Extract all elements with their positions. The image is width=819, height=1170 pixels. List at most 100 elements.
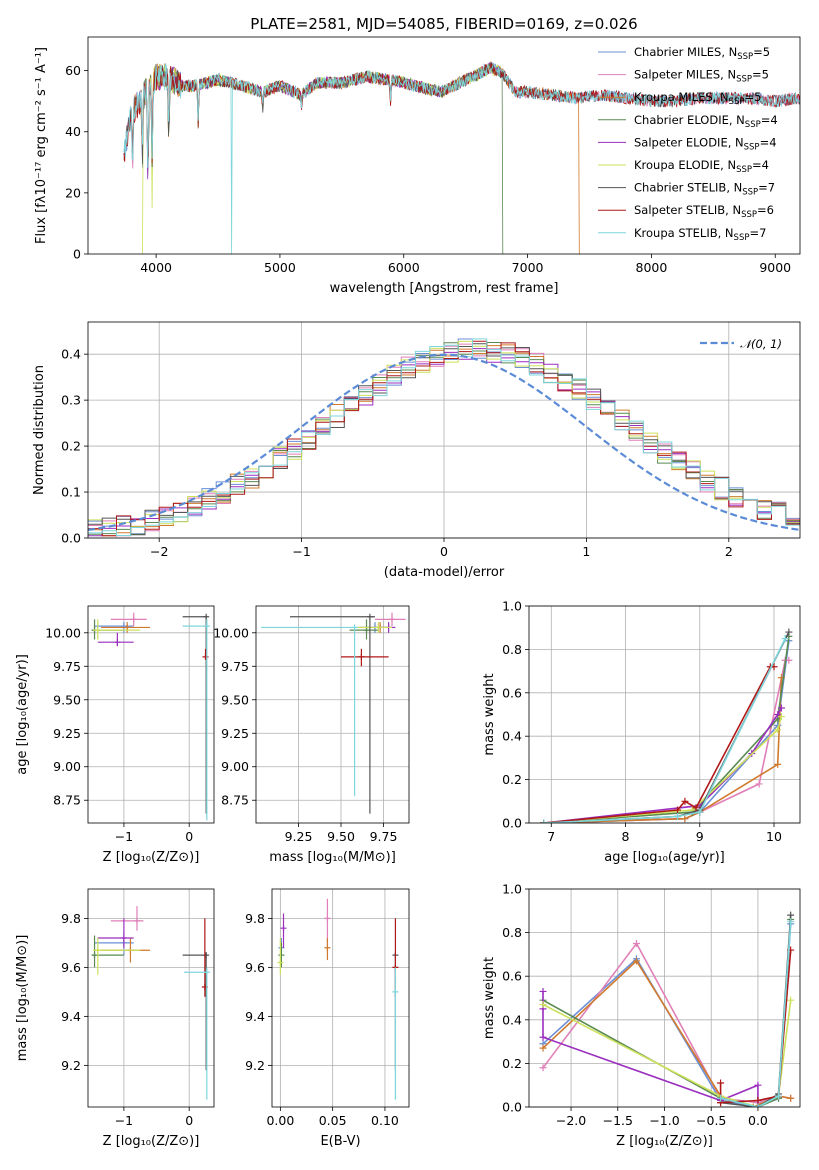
x-tick-label: −1.0: [649, 1113, 679, 1128]
point-marker: [324, 944, 331, 951]
weight-marker-salp_stelib: [681, 797, 689, 805]
y-tick-label: 0.4: [502, 1012, 522, 1027]
y-tick: 9.50: [53, 692, 88, 707]
point-marker: [203, 952, 210, 959]
spectrum-line-krou_stelib: [123, 62, 800, 254]
y-tick: 1.0: [502, 599, 529, 614]
x-tick: −0.5: [696, 1107, 726, 1128]
weight-marker-salp_elodie: [777, 704, 785, 712]
weight-marker-salp_stelib: [692, 804, 700, 812]
x-tick: 5000: [264, 254, 296, 275]
plot-area: [539, 911, 795, 1107]
y-tick-label: 9.8: [245, 911, 265, 926]
point-marker: [392, 988, 399, 995]
y-tick-label: 10.00: [45, 625, 81, 640]
plot-area: [261, 612, 406, 814]
y-tick: 0.8: [502, 925, 529, 940]
figure-title: PLATE=2581, MJD=54085, FIBERID=0169, z=0…: [250, 15, 637, 33]
point-marker: [124, 624, 131, 631]
residual-hist-salp_stelib: [88, 340, 800, 537]
point-marker: [278, 952, 285, 959]
point-chab_stelib: [182, 613, 210, 814]
point-marker: [114, 639, 121, 646]
x-tick: −2: [150, 538, 168, 559]
point-marker: [363, 627, 370, 634]
x-tick-label: −1: [115, 829, 133, 844]
y-tick-label: 1.0: [502, 882, 522, 897]
axes-frame: [271, 888, 410, 1108]
residual-hist-krou_stelib: [88, 338, 800, 536]
x-tick-label: 4000: [140, 260, 172, 275]
x-axis-label: (data-model)/error: [384, 565, 505, 580]
legend-label-n: =7: [749, 226, 766, 240]
legend-label-salp_miles: Salpeter MILES, NSSP=5: [634, 68, 769, 85]
y-tick: 9.8: [61, 911, 88, 926]
legend-label-name: Salpeter ELODIE, N: [634, 135, 744, 149]
point-salp_elodie: [97, 918, 134, 948]
weight-line-chab_stelib: [543, 631, 790, 823]
y-tick-label: 0.8: [502, 925, 522, 940]
weight-line-krou_stelib: [543, 638, 786, 823]
legend-label-name: Chabrier ELODIE, N: [634, 113, 745, 127]
weight-marker-krou_stelib: [540, 819, 548, 823]
y-tick-label: 0.2: [502, 1056, 522, 1071]
y-tick: 0.0: [502, 816, 529, 831]
y-tick: 9.4: [61, 1009, 88, 1024]
y-tick-label: 0.0: [502, 816, 522, 831]
y-tick-label: 0.4: [61, 347, 81, 362]
y-tick: 9.00: [53, 759, 88, 774]
legend-label-sub: SSP: [734, 233, 750, 243]
residual-hist-chab_stelib: [88, 343, 800, 536]
legend-label-n: =4: [761, 113, 778, 127]
weight-marker-salp_miles: [785, 656, 793, 664]
x-tick-label: 9.75: [370, 829, 398, 844]
weight-line-chab_elodie: [543, 636, 790, 823]
y-tick-label: 0.2: [61, 439, 81, 454]
weight-marker-salp_elodie: [774, 711, 782, 718]
x-axis-label: Z [log₁₀(Z/Z⊙)]: [103, 1134, 200, 1149]
plot-area: [91, 906, 210, 1100]
y-tick: 0.4: [502, 1012, 529, 1027]
y-axis-label: mass weight: [482, 673, 497, 755]
x-tick: 0: [185, 823, 193, 844]
plot-area: [540, 628, 793, 823]
x-tick-label: −2.0: [556, 1113, 586, 1128]
mass-vs-ebv-panel: 0.00 0.05 0.10 9.2 9.4 9.6 9.8 E(B-V): [245, 888, 410, 1149]
y-tick-label: 0.2: [502, 772, 522, 787]
gaussian-reference-curve: [88, 353, 800, 531]
point-salp_stelib: [202, 648, 209, 660]
legend-label-n: =6: [757, 203, 774, 217]
weight-line-salp_elodie: [542, 991, 759, 1107]
point-krou_stelib: [183, 967, 210, 1100]
x-tick: 8000: [636, 254, 667, 275]
y-tick-label: 40: [65, 124, 81, 139]
weight-line-chab_miles: [542, 923, 792, 1107]
age-vs-mass-panel: 9.25 9.50 9.75 8.75 9.00 9.25 9.50 9.75 10.00 mas…: [213, 605, 410, 865]
legend-label-n: =4: [752, 158, 769, 172]
mass-weight-vs-age-panel: 7 8 9 10 0.0 0.2 0.4 0.6 0.8 1.0 age [log₁₀(age/yr…: [482, 599, 801, 865]
point-marker: [203, 969, 210, 976]
weight-line-krou_stelib: [720, 921, 792, 1107]
y-tick: 9.00: [221, 759, 256, 774]
x-tick: 0: [185, 1107, 193, 1128]
y-tick-label: 9.2: [245, 1058, 265, 1073]
point-chab_elodie: [278, 942, 285, 968]
y-tick: 0.2: [502, 772, 529, 787]
x-tick: 8: [622, 823, 630, 844]
x-tick-label: 6000: [388, 260, 420, 275]
x-tick-label: 9000: [759, 260, 791, 275]
weight-marker-salp_stelib: [673, 806, 681, 814]
y-tick: 0.0: [61, 531, 88, 546]
residuals-histogram-panel: −2 −1 0 1 2 0.0 0.1 0.2 0.3 0.4 (data-model)/error…: [32, 321, 801, 580]
point-salp_miles: [110, 612, 147, 627]
weight-line-krou_elodie: [543, 716, 783, 823]
plot-area: [277, 898, 399, 1100]
point-marker: [324, 915, 331, 922]
point-salp_stelib: [341, 648, 389, 667]
point-marker: [203, 613, 210, 620]
y-tick: 10.00: [213, 625, 256, 640]
y-axis-label: mass weight: [482, 957, 497, 1039]
weight-marker-krou_stelib: [696, 808, 704, 816]
x-tick-label: 0.0: [748, 1113, 768, 1128]
y-tick-label: 9.2: [61, 1058, 81, 1073]
